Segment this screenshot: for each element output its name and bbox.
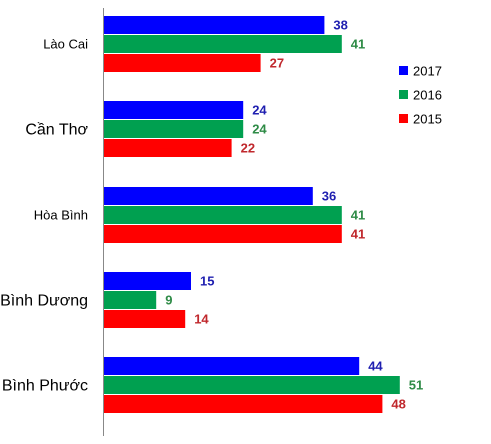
value-label: 27 — [270, 56, 284, 71]
bar — [104, 101, 244, 119]
legend-swatch — [399, 114, 408, 123]
bar — [104, 54, 261, 72]
bar — [104, 120, 244, 138]
bar — [104, 35, 342, 53]
value-label: 51 — [409, 378, 423, 393]
legend-label: 2015 — [413, 112, 442, 127]
legend-swatch — [399, 66, 408, 75]
value-label: 24 — [252, 122, 267, 137]
value-label: 22 — [241, 141, 255, 156]
bars — [104, 16, 400, 413]
category-label: Bình Dương — [0, 293, 88, 310]
category-label: Bình Phước — [2, 378, 88, 395]
value-label: 41 — [351, 37, 365, 52]
value-label: 9 — [165, 293, 172, 308]
bar — [104, 310, 186, 328]
category-label: Cần Thơ — [25, 122, 88, 139]
value-label: 48 — [391, 397, 405, 412]
legend-label: 2016 — [413, 88, 442, 103]
bar — [104, 16, 325, 34]
value-labels: 38 41 27 24 24 22 36 41 41 15 9 14 44 51 48 — [165, 18, 423, 412]
bar — [104, 272, 191, 290]
value-label: 44 — [368, 359, 383, 374]
legend: 2017 2016 2015 — [399, 64, 442, 127]
bar — [104, 291, 157, 309]
bar — [104, 139, 232, 157]
value-label: 14 — [194, 312, 209, 327]
category-label: Lào Cai — [43, 37, 88, 52]
value-label: 41 — [351, 208, 365, 223]
bar — [104, 376, 400, 394]
category-labels: Lào Cai Cần Thơ Hòa Bình Bình Dương Bình Phư… — [0, 37, 88, 395]
bar — [104, 187, 313, 205]
value-label: 38 — [333, 18, 347, 33]
legend-swatch — [399, 90, 408, 99]
bar — [104, 357, 360, 375]
bar — [104, 206, 342, 224]
bar — [104, 395, 383, 413]
bar — [104, 225, 342, 243]
value-label: 36 — [322, 189, 336, 204]
legend-label: 2017 — [413, 64, 442, 79]
value-label: 15 — [200, 274, 214, 289]
value-label: 24 — [252, 103, 267, 118]
value-label: 41 — [351, 227, 365, 242]
category-label: Hòa Bình — [34, 208, 88, 223]
